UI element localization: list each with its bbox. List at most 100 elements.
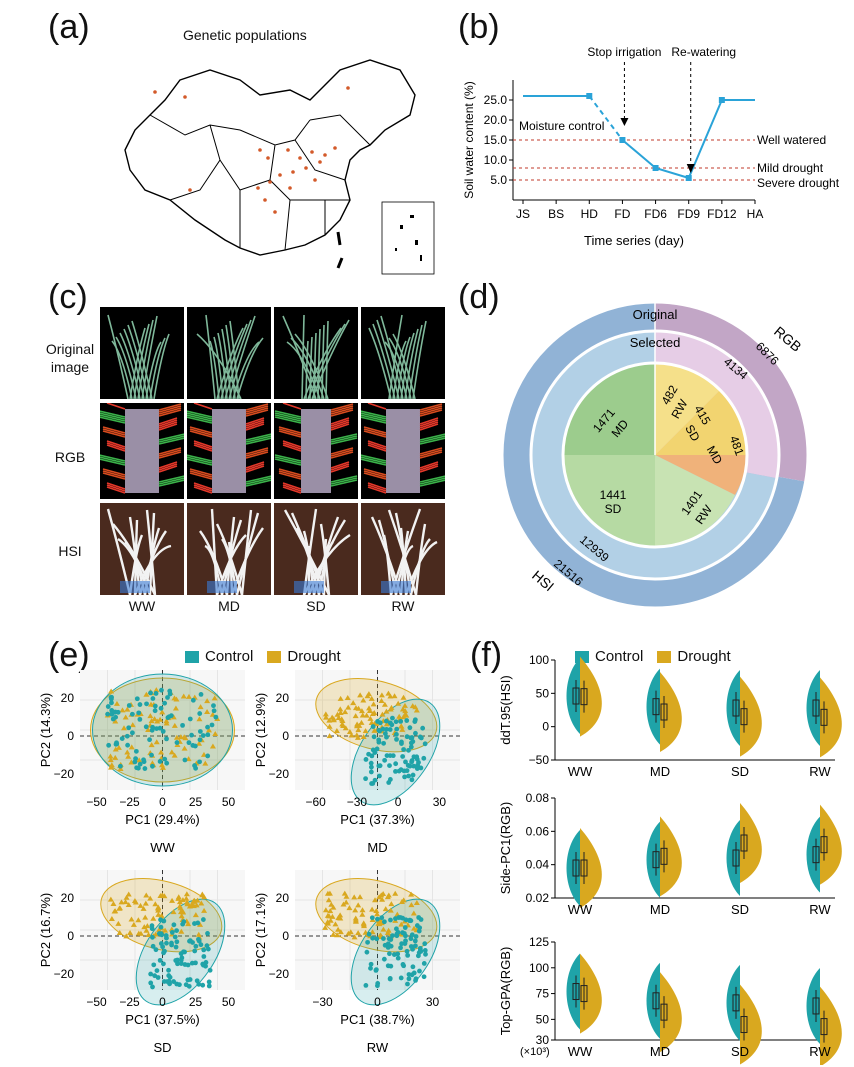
- y-tick-label: 30: [536, 1033, 550, 1047]
- point-drought: [325, 897, 332, 903]
- point-control: [410, 772, 416, 778]
- y-tick-label: 125: [529, 935, 549, 949]
- point-drought: [344, 695, 351, 701]
- point-control: [408, 744, 414, 750]
- plant-image: [187, 503, 271, 595]
- y-axis-label: PC2 (17.1%): [253, 893, 268, 967]
- point-drought: [123, 933, 130, 939]
- point-control: [409, 759, 415, 765]
- x-tick-label: FD: [614, 207, 630, 221]
- point-drought: [107, 764, 114, 770]
- point-drought: [342, 725, 349, 731]
- pca-subplot: 20 0 −20 −30 0 30 PC1 (38.7%) PC2 (17.1%) RW: [253, 870, 460, 1055]
- point-control: [389, 722, 395, 728]
- x-tick-label: SD: [731, 902, 749, 917]
- plant-image: [187, 307, 271, 399]
- point-drought: [343, 893, 350, 899]
- point-control: [422, 941, 428, 947]
- population-points: [153, 86, 350, 214]
- point-control: [374, 746, 380, 752]
- point-drought: [181, 745, 188, 751]
- point-control: [153, 947, 159, 953]
- x-tick-label: −50: [86, 795, 107, 809]
- point-drought: [352, 713, 359, 719]
- point-control: [149, 752, 154, 758]
- point-control: [126, 725, 132, 731]
- violin-drought: [740, 803, 762, 883]
- point-drought: [128, 916, 135, 922]
- point-control: [161, 961, 166, 967]
- point-drought: [343, 899, 350, 905]
- point-drought: [119, 707, 126, 713]
- point-control: [388, 963, 394, 969]
- point-control: [150, 724, 156, 730]
- point-control: [394, 736, 399, 742]
- point-drought: [168, 749, 175, 755]
- point-drought: [383, 721, 390, 727]
- y-axis-label: Top-GPA(RGB): [498, 947, 513, 1036]
- point-control: [395, 951, 401, 957]
- point-control: [198, 942, 204, 948]
- point-control: [150, 984, 155, 990]
- y-tick-label: 100: [529, 653, 549, 667]
- panel-d-label: (d): [458, 278, 500, 316]
- point-control: [169, 930, 175, 935]
- south-sea-inset: [381, 201, 435, 275]
- x-tick-label: MD: [650, 902, 670, 917]
- point-control: [399, 741, 404, 746]
- point-control: [108, 695, 114, 700]
- col-label-rw: RW: [391, 598, 415, 614]
- point-drought: [143, 892, 150, 898]
- plant-image: [361, 307, 445, 399]
- point-control: [399, 941, 405, 947]
- point-drought: [400, 897, 407, 903]
- point-drought: [337, 706, 344, 712]
- point-control: [371, 734, 377, 740]
- point-control: [124, 733, 130, 739]
- x-tick-label: MD: [650, 1044, 670, 1059]
- x-tick-label: −25: [119, 795, 140, 809]
- point-drought: [352, 705, 359, 711]
- point-drought: [173, 696, 180, 702]
- point-drought: [398, 921, 405, 927]
- point-drought: [342, 709, 349, 715]
- y-tick-label: 50: [536, 1012, 550, 1026]
- point-drought: [202, 760, 209, 766]
- point-control: [114, 740, 119, 746]
- point-control: [366, 931, 372, 937]
- violin-drought: [820, 677, 842, 758]
- y-tick-label: 0.04: [526, 858, 550, 872]
- row-label-rgb: RGB: [54, 449, 86, 465]
- x-tick-label: SD: [731, 1044, 749, 1059]
- legend-f-control-label: Control: [595, 648, 644, 665]
- plant-image: [361, 403, 445, 499]
- x-tick-label: WW: [568, 764, 593, 779]
- point-drought: [198, 900, 205, 906]
- subplot-name: WW: [150, 840, 175, 855]
- y-tick-label: −20: [54, 967, 75, 981]
- point-control: [152, 973, 158, 979]
- y-tick-label: 0.06: [526, 824, 550, 838]
- point-drought: [195, 931, 202, 937]
- point-drought: [327, 908, 334, 914]
- point-drought: [115, 920, 122, 926]
- point-control: [381, 936, 386, 941]
- point-drought: [364, 693, 371, 699]
- point-drought: [192, 912, 199, 918]
- point-control: [403, 938, 408, 944]
- y-tick-label: 0: [542, 720, 549, 734]
- violin-subplot: 100 50 0 −50 ddT.95(HSI) WW MD SD RW: [498, 653, 842, 779]
- point-control: [187, 977, 193, 982]
- violin-subplot: 125 100 75 50 30 Top-GPA(RGB) WW MD SD RW: [498, 935, 842, 1065]
- point-drought: [159, 709, 166, 715]
- point-drought: [107, 896, 114, 902]
- y-tick-label: 20: [276, 691, 290, 705]
- point-drought: [212, 731, 219, 737]
- y-axis-label: Side-PC1(RGB): [498, 802, 513, 894]
- point-drought: [178, 928, 185, 934]
- point-drought: [201, 907, 208, 913]
- point-control: [115, 709, 121, 715]
- point-drought: [413, 900, 420, 906]
- point-drought: [194, 897, 201, 903]
- unit-note: (×10³): [520, 1046, 550, 1058]
